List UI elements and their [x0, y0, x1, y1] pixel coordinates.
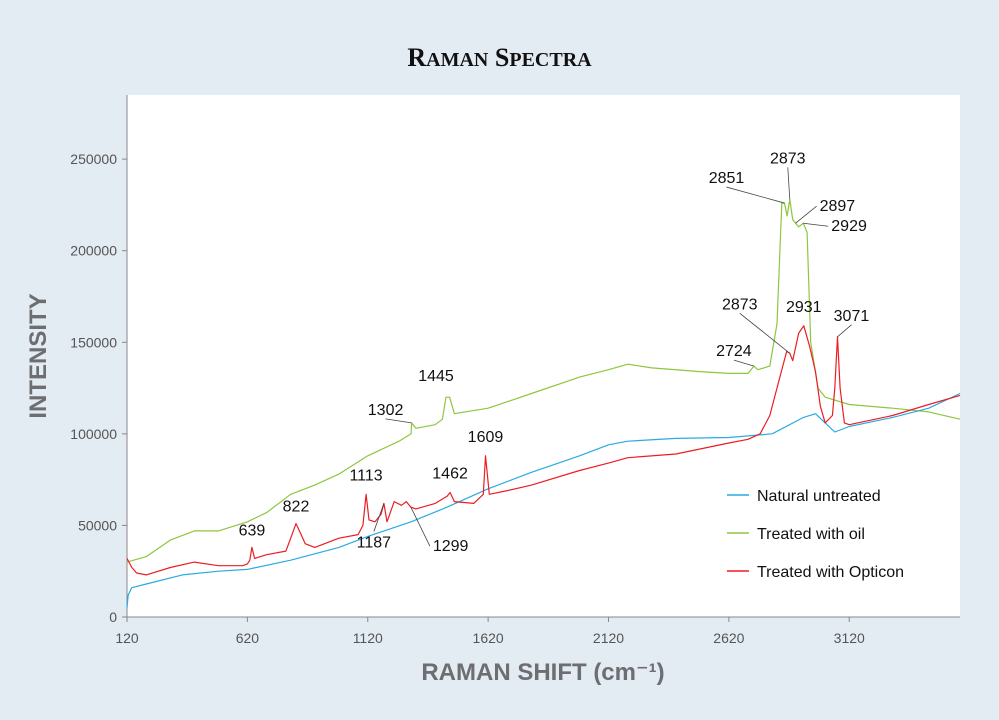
- chart-title: RAMAN SPECTRA: [407, 43, 592, 72]
- y-tick-label: 50000: [78, 517, 117, 533]
- peak-label: 1462: [432, 465, 468, 482]
- x-axis-label: RAMAN SHIFT (cm⁻¹): [421, 659, 664, 686]
- annotation-leader: [733, 359, 755, 367]
- annotation-leader: [787, 167, 791, 200]
- annotation-leader: [385, 418, 412, 424]
- annotation-leader: [726, 186, 785, 204]
- annotation-leader: [837, 324, 852, 338]
- annotation-layer: 639 822 1113 1187 1299 1462 1609 1302 1445 2724 28…: [239, 150, 870, 555]
- peak-label: 2724: [716, 343, 752, 360]
- title-word-initial: S: [488, 43, 509, 72]
- plot-area: [127, 95, 960, 617]
- annotation-leader: [410, 506, 431, 547]
- peak-label: 1609: [468, 429, 504, 446]
- title-word-rest: PECTRA: [509, 49, 592, 71]
- series-line-natural-untreated: [126, 392, 961, 608]
- peak-label: 2931: [786, 299, 822, 316]
- annotation-leader: [739, 312, 791, 354]
- peak-label: 822: [283, 499, 310, 516]
- y-tick-label: 0: [109, 609, 117, 625]
- peak-label: 2897: [820, 198, 856, 215]
- x-tick-label: 2120: [593, 630, 624, 646]
- title-word-initial: R: [407, 43, 426, 72]
- y-axis-label: INTENSITY: [25, 293, 52, 418]
- x-tick-label: 1620: [473, 630, 504, 646]
- x-tick-label: 2620: [713, 630, 744, 646]
- legend-label: Natural untreated: [757, 488, 881, 505]
- legend-label: Treated with oil: [757, 526, 865, 543]
- annotation-leader: [373, 503, 385, 532]
- annotation-leader: [795, 205, 817, 224]
- axes: 0 50000 100000 150000 200000 250000 120 620 1120…: [70, 95, 960, 646]
- y-tick-label: 200000: [70, 243, 117, 259]
- legend: Natural untreated Treated with oil Treated…: [727, 488, 904, 581]
- x-tick-label: 620: [236, 630, 260, 646]
- peak-label: 2873: [770, 150, 806, 167]
- peak-label: 2873: [722, 296, 758, 313]
- x-tick-label: 1120: [353, 630, 383, 646]
- series-line-treated-with-opticon: [126, 325, 961, 576]
- legend-label: Treated with Opticon: [757, 564, 904, 581]
- peak-label: 1445: [418, 368, 454, 385]
- x-tick-label: 3120: [834, 630, 865, 646]
- peak-label: 2929: [831, 218, 867, 235]
- y-tick-label: 150000: [70, 334, 117, 350]
- peak-label: 3071: [834, 308, 870, 325]
- peak-label: 1302: [368, 402, 404, 419]
- peak-label: 1113: [349, 467, 382, 484]
- x-tick-label: 120: [115, 630, 139, 646]
- peak-label: 639: [239, 522, 266, 539]
- peak-label: 1299: [433, 538, 469, 555]
- y-tick-label: 100000: [70, 426, 117, 442]
- peak-label: 1187: [357, 534, 392, 551]
- peak-label: 2851: [709, 170, 745, 187]
- annotation-leader: [803, 222, 829, 227]
- title-word-rest: AMAN: [426, 49, 489, 71]
- y-tick-label: 250000: [70, 151, 117, 167]
